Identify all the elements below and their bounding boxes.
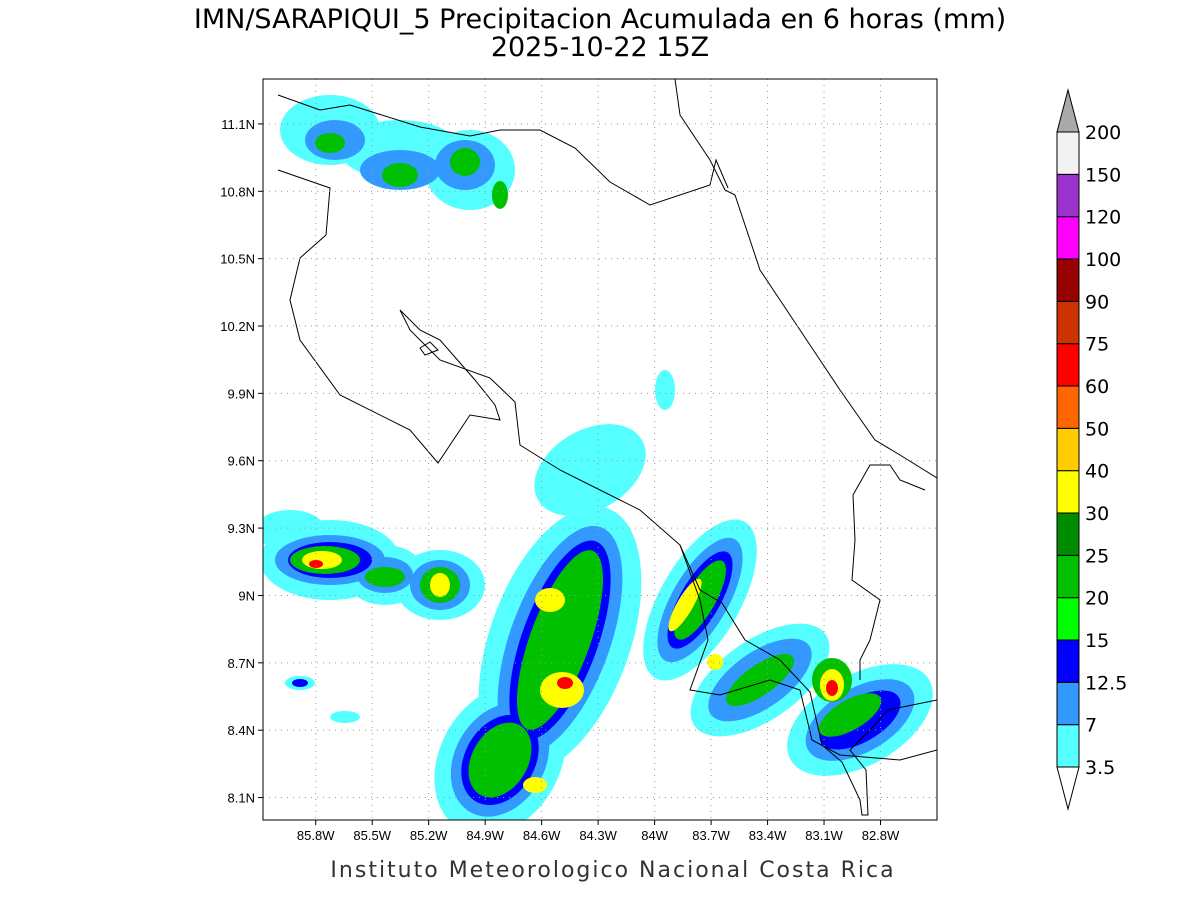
axes: 85.8W 85.5W 85.2W 84.9W 84.6W 84.3W 84W 83.7W 83… — [220, 79, 937, 843]
x-tick-label: 82.8W — [862, 828, 900, 843]
colorbar-bin — [1056, 470, 1080, 514]
colorbar-label: 120 — [1085, 207, 1121, 229]
y-tick-label: 11.1N — [221, 117, 255, 132]
subtitle: 2025-10-22 15Z — [491, 32, 709, 63]
colorbar-bin — [1056, 300, 1080, 345]
colorbar-label: 200 — [1085, 122, 1121, 144]
y-tick-label: 9.3N — [228, 521, 255, 536]
x-tick-label: 84.6W — [523, 828, 561, 843]
colorbar-over — [1056, 88, 1080, 133]
colorbar-label: 150 — [1085, 164, 1121, 186]
x-tick-label: 85.2W — [410, 828, 448, 843]
coastline — [277, 79, 937, 816]
precipitation-field — [263, 95, 933, 820]
y-tick-label: 8.4N — [228, 723, 255, 738]
colorbar-label: 20 — [1085, 588, 1109, 610]
colorbar-label: 75 — [1085, 334, 1109, 356]
colorbar-bin — [1056, 597, 1080, 641]
title: IMN/SARAPIQUI_5 Precipitacion Acumulada … — [194, 4, 1006, 35]
colorbar-bin — [1056, 724, 1080, 768]
x-tick-label: 85.5W — [353, 828, 391, 843]
colorbar-bin — [1056, 385, 1080, 429]
colorbar-label: 90 — [1085, 291, 1109, 313]
colorbar-bin — [1056, 131, 1080, 175]
x-tick-label: 84W — [641, 828, 668, 843]
colorbar-label: 25 — [1085, 545, 1109, 567]
colorbar-bin — [1056, 343, 1080, 387]
colorbar-under — [1056, 766, 1080, 811]
y-tick-label: 9.6N — [228, 454, 255, 469]
x-tick-label: 84.9W — [466, 828, 504, 843]
colorbar-bin — [1056, 639, 1080, 683]
colorbar-label: 30 — [1085, 503, 1109, 525]
colorbar-bin — [1056, 512, 1080, 556]
colorbar-bin — [1056, 554, 1080, 599]
footer: Instituto Meteorologico Nacional Costa R… — [330, 858, 895, 883]
colorbar-bin — [1056, 681, 1080, 726]
x-tick-label: 83.1W — [805, 828, 843, 843]
colorbar-bin — [1056, 216, 1080, 260]
map-frame — [262, 78, 938, 821]
colorbar: 3.5 7 12.5 15 20 25 30 40 50 60 75 90 100 120 150 200 — [1056, 88, 1127, 811]
colorbar-label: 60 — [1085, 376, 1109, 398]
colorbar-label: 15 — [1085, 630, 1109, 652]
colorbar-bin — [1056, 427, 1080, 472]
colorbar-label: 12.5 — [1085, 672, 1127, 694]
y-tick-label: 10.5N — [220, 252, 255, 267]
y-tick-label: 9.9N — [228, 386, 255, 401]
y-tick-label: 10.2N — [220, 319, 255, 334]
y-tick-label: 10.8N — [220, 184, 255, 199]
colorbar-label: 40 — [1085, 461, 1109, 483]
y-tick-label: 8.7N — [228, 656, 255, 671]
colorbar-label: 100 — [1085, 249, 1121, 271]
colorbar-bin — [1056, 258, 1080, 302]
x-tick-label: 85.8W — [297, 828, 335, 843]
y-tick-label: 9N — [238, 588, 255, 603]
x-tick-label: 83.7W — [692, 828, 730, 843]
colorbar-label: 50 — [1085, 418, 1109, 440]
colorbar-label: 3.5 — [1085, 757, 1115, 779]
colorbar-bin — [1056, 173, 1080, 218]
y-tick-label: 8.1N — [228, 791, 255, 806]
colorbar-label: 7 — [1085, 715, 1097, 737]
x-tick-label: 83.4W — [749, 828, 787, 843]
x-tick-label: 84.3W — [579, 828, 617, 843]
